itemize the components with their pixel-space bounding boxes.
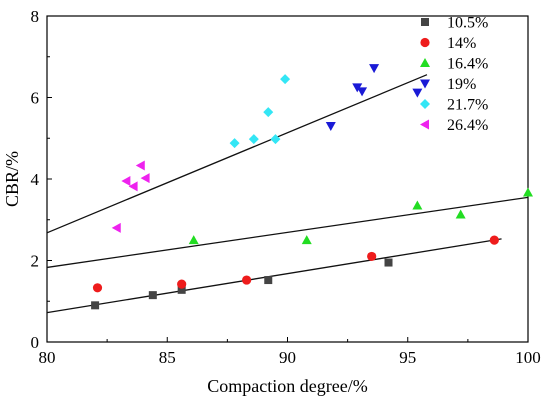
x-tick-label: 90 xyxy=(279,348,296,367)
data-point xyxy=(188,235,199,245)
legend: 10.5% 14% 16.4% 19% 21.7% 26.4% xyxy=(420,15,488,134)
y-tick-label: 0 xyxy=(31,333,40,352)
data-point xyxy=(369,64,380,74)
x-axis-ticks: 80 85 90 95 100 xyxy=(39,337,541,367)
fit-line xyxy=(46,238,502,314)
y-axis-label: CBR/% xyxy=(2,151,22,207)
y-tick-label: 2 xyxy=(31,252,40,271)
data-point xyxy=(264,276,273,285)
data-point xyxy=(140,173,150,184)
legend-marker xyxy=(421,18,429,26)
data-point xyxy=(301,235,312,245)
data-point xyxy=(92,283,103,293)
data-point xyxy=(229,138,240,149)
y-tick-label: 6 xyxy=(31,89,40,108)
data-point xyxy=(455,209,466,219)
x-tick-label: 85 xyxy=(159,348,176,367)
data-point xyxy=(523,187,533,197)
data-point xyxy=(242,275,252,285)
fit-lines xyxy=(46,74,529,314)
series-triangle-left xyxy=(111,160,150,233)
legend-label: 21.7% xyxy=(447,97,488,114)
data-point xyxy=(357,87,368,97)
data-point xyxy=(177,285,186,294)
x-axis-label: Compaction degree/% xyxy=(207,376,367,396)
legend-marker xyxy=(420,119,429,130)
fit-line xyxy=(46,196,529,269)
data-point xyxy=(367,251,377,262)
legend-label: 10.5% xyxy=(447,15,488,32)
data-point xyxy=(263,107,274,118)
legend-marker xyxy=(420,58,430,67)
data-points xyxy=(91,64,533,310)
data-point xyxy=(248,134,259,145)
series-square xyxy=(91,258,393,310)
data-point xyxy=(280,74,291,85)
data-point xyxy=(352,83,363,93)
y-tick-label: 8 xyxy=(31,7,40,26)
x-tick-label: 100 xyxy=(515,348,541,367)
data-point xyxy=(121,176,131,187)
legend-label: 14% xyxy=(447,35,476,52)
legend-label: 16.4% xyxy=(447,56,488,73)
data-point xyxy=(489,235,499,245)
data-point xyxy=(128,181,138,192)
data-point xyxy=(111,222,121,233)
legend-marker xyxy=(420,99,430,109)
data-point xyxy=(148,291,157,300)
data-point xyxy=(135,160,145,171)
x-tick-label: 80 xyxy=(39,348,56,367)
y-axis-ticks: 0 2 4 6 8 xyxy=(31,7,52,352)
series-circle xyxy=(92,235,499,293)
legend-label: 19% xyxy=(447,76,476,93)
legend-label: 26.4% xyxy=(447,117,488,134)
data-point xyxy=(325,122,336,132)
legend-marker xyxy=(420,79,430,89)
data-point xyxy=(177,279,187,289)
legend-marker xyxy=(420,37,430,48)
data-point xyxy=(384,258,393,267)
data-point xyxy=(412,200,423,210)
y-tick-label: 4 xyxy=(31,170,40,189)
series-diamond xyxy=(229,74,291,149)
data-point xyxy=(91,301,100,310)
series-triangle-up xyxy=(188,187,533,245)
data-point xyxy=(412,88,423,98)
x-tick-label: 95 xyxy=(399,348,416,367)
series-triangle-down xyxy=(325,64,423,132)
data-point xyxy=(270,134,281,145)
fit-line xyxy=(46,74,428,234)
